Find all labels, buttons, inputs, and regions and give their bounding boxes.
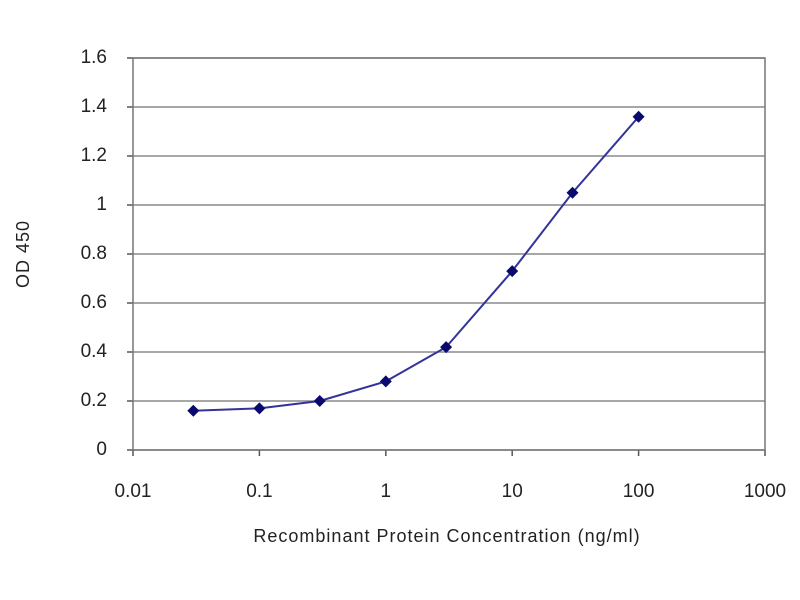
data-point [440,341,453,354]
x-tick-label: 0.01 [115,481,152,502]
data-point [506,265,519,278]
data-line [193,116,640,412]
y-tick-label: 0.6 [81,292,107,313]
x-tick-label: 10 [502,481,523,502]
data-point [313,395,326,407]
x-tick-label: 1000 [744,481,786,502]
plot-border [132,57,766,451]
y-tick-label: 0.2 [81,390,107,411]
y-tick-label: 0.4 [81,341,108,362]
y-tick-label: 0.8 [81,243,107,264]
data-point [253,402,266,415]
data-point [379,375,392,388]
x-axis-title: Recombinant Protein Concentration (ng/ml… [253,526,640,546]
y-axis-title: OD 450 [13,220,33,288]
x-tick-label: 100 [623,481,655,502]
x-tick-label: 0.1 [246,481,272,502]
y-tick-label: 0 [96,439,107,460]
x-tick-label: 1 [381,481,392,502]
y-tick-label: 1.4 [81,96,108,117]
data-point [632,110,645,123]
data-point [566,186,579,199]
data-point [187,404,200,417]
y-tick-label: 1 [96,194,107,215]
y-tick-label: 1.2 [81,145,107,166]
y-tick-label: 1.6 [81,47,107,68]
